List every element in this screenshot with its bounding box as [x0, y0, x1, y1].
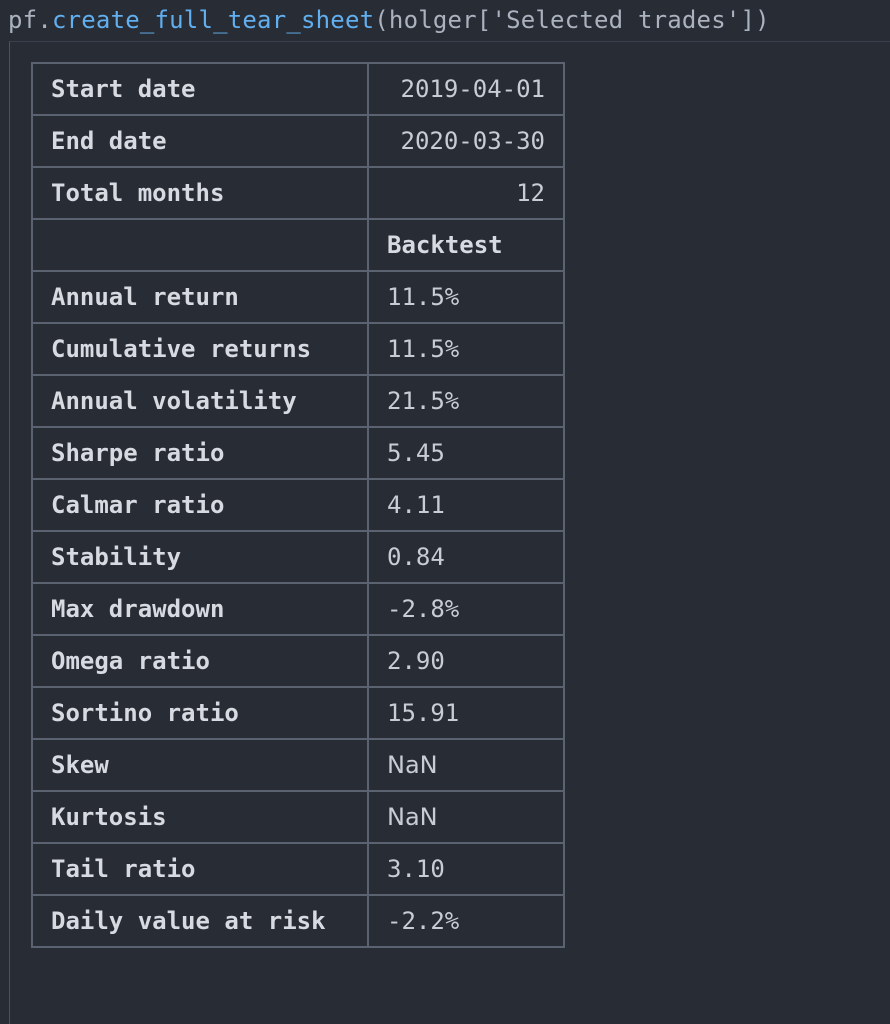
- tear-sheet-table: Start date 2019-04-01 End date 2020-03-3…: [31, 62, 565, 948]
- code-function: create_full_tear_sheet: [51, 6, 375, 34]
- row-value: 0.84: [367, 530, 565, 584]
- code-object: pf: [8, 6, 38, 34]
- table-row: Sortino ratio 15.91: [31, 686, 565, 740]
- row-value: 2.90: [367, 634, 565, 688]
- row-value: 2019-04-01: [367, 62, 565, 116]
- row-label: Cumulative returns: [31, 322, 369, 376]
- header-empty-cell: [31, 218, 369, 272]
- row-label: End date: [31, 114, 369, 168]
- table-row: Max drawdown -2.8%: [31, 582, 565, 636]
- row-label: Daily value at risk: [31, 894, 369, 948]
- row-value: 2020-03-30: [367, 114, 565, 168]
- table-row: Sharpe ratio 5.45: [31, 426, 565, 480]
- row-label: Sharpe ratio: [31, 426, 369, 480]
- row-label: Kurtosis: [31, 790, 369, 844]
- code-args: (holger['Selected trades']): [374, 6, 770, 34]
- row-value: 4.11: [367, 478, 565, 532]
- table-row: Omega ratio 2.90: [31, 634, 565, 688]
- table-row: End date 2020-03-30: [31, 114, 565, 168]
- row-label: Annual volatility: [31, 374, 369, 428]
- row-value: 15.91: [367, 686, 565, 740]
- row-value: 12: [367, 166, 565, 220]
- row-value: -2.8%: [367, 582, 565, 636]
- column-header-backtest: Backtest: [367, 218, 565, 272]
- table-row: Daily value at risk -2.2%: [31, 894, 565, 948]
- row-value: 21.5%: [367, 374, 565, 428]
- table-row: Annual volatility 21.5%: [31, 374, 565, 428]
- row-value: 11.5%: [367, 322, 565, 376]
- table-row: Kurtosis NaN: [31, 790, 565, 844]
- row-value: NaN: [367, 738, 565, 792]
- row-value: 5.45: [367, 426, 565, 480]
- code-cell-input[interactable]: pf.create_full_tear_sheet(holger['Select…: [8, 4, 770, 36]
- table-row: Annual return 11.5%: [31, 270, 565, 324]
- table-row: Tail ratio 3.10: [31, 842, 565, 896]
- row-label: Total months: [31, 166, 369, 220]
- row-label: Stability: [31, 530, 369, 584]
- row-value: -2.2%: [367, 894, 565, 948]
- row-label: Omega ratio: [31, 634, 369, 688]
- cell-output-area: [9, 41, 890, 1024]
- row-value: 11.5%: [367, 270, 565, 324]
- code-dot: .: [37, 6, 52, 34]
- row-label: Max drawdown: [31, 582, 369, 636]
- table-row: Stability 0.84: [31, 530, 565, 584]
- row-value: NaN: [367, 790, 565, 844]
- table-row: Start date 2019-04-01: [31, 62, 565, 116]
- row-label: Start date: [31, 62, 369, 116]
- table-row: Total months 12: [31, 166, 565, 220]
- row-value: 3.10: [367, 842, 565, 896]
- table-row: Skew NaN: [31, 738, 565, 792]
- row-label: Tail ratio: [31, 842, 369, 896]
- row-label: Skew: [31, 738, 369, 792]
- table-header-row: Backtest: [31, 218, 565, 272]
- table-row: Cumulative returns 11.5%: [31, 322, 565, 376]
- row-label: Sortino ratio: [31, 686, 369, 740]
- table-row: Calmar ratio 4.11: [31, 478, 565, 532]
- row-label: Annual return: [31, 270, 369, 324]
- row-label: Calmar ratio: [31, 478, 369, 532]
